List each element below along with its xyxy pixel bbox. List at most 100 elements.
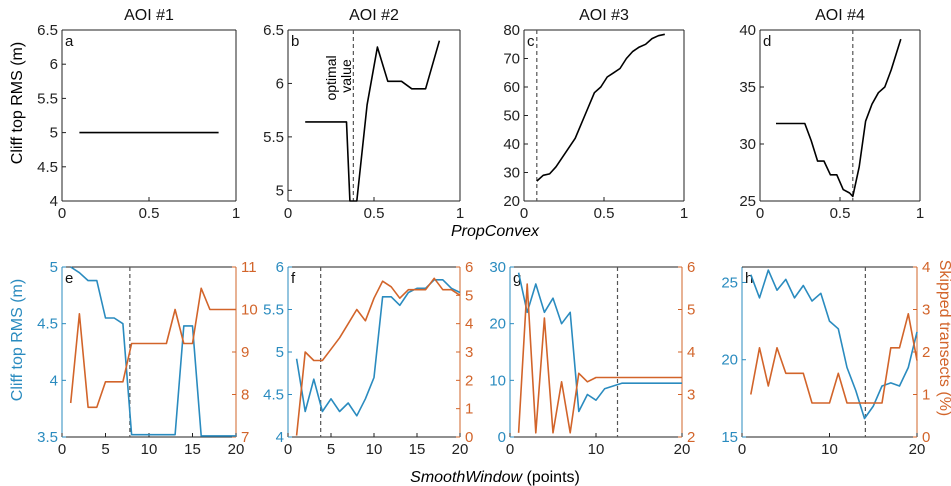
bottom-xlabel-italic: SmoothWindow	[410, 469, 523, 486]
y2-tick-label-g: 2	[687, 429, 695, 446]
panel-e: 0 5 10 15 20 3.5 4 4.5 5 7 8 9 10 11 e	[37, 259, 258, 458]
bottom-xlabel-units: (points)	[522, 469, 580, 486]
x-tick-label-a: 1	[232, 205, 240, 222]
x-tick-label-e: 5	[101, 441, 109, 458]
x-tick-label-a: 0	[58, 205, 66, 222]
x-tick-label-c: 0.5	[594, 205, 615, 222]
x-tick-label-g: 10	[588, 441, 605, 458]
x-tick-label-b: 1	[456, 205, 464, 222]
panel-letter-d: d	[763, 33, 771, 50]
y2-tick-label-e: 11	[241, 259, 257, 276]
y2-tick-label-e: 7	[241, 429, 249, 446]
y-tick-label-b: 5.5	[263, 129, 284, 146]
y-tick-label-c: 30	[503, 165, 520, 182]
y2-tick-label-g: 4	[687, 344, 695, 361]
panel-letter-b: b	[291, 33, 299, 50]
y-tick-label-g: 10	[489, 372, 506, 389]
y2-tick-label-f: 5	[465, 287, 473, 304]
panel-c: 0 0.5 1 20 30 40 50 60 70 80 AOI #3 c	[503, 7, 688, 222]
x-tick-label-g: 0	[506, 441, 514, 458]
x-tick-label-f: 10	[366, 441, 383, 458]
y-tick-label-d: 30	[739, 136, 756, 153]
x-tick-label-f: 5	[327, 441, 335, 458]
panel-title-c: AOI #3	[579, 7, 629, 24]
y2-tick-label-g: 6	[687, 259, 695, 276]
optimal-value-annotation: optimal value	[323, 51, 354, 100]
panel-title-a: AOI #1	[124, 7, 174, 24]
x-tick-label-d: 1	[916, 205, 924, 222]
y2-tick-label-h: 1	[922, 387, 930, 404]
bottom-ylabel-right: Skipped transects (%)	[936, 260, 951, 417]
panel-letter-g: g	[513, 270, 521, 287]
series-line-g-left	[517, 272, 682, 413]
x-tick-label-c: 0	[520, 205, 528, 222]
y-tick-label-a: 4.5	[37, 159, 58, 176]
y2-tick-label-f: 6	[465, 259, 473, 276]
bottom-ylabel-left: Cliff top RMS (m)	[9, 279, 26, 401]
x-tick-label-d: 0	[756, 205, 764, 222]
y-tick-label-d: 35	[739, 79, 756, 96]
y-tick-label-b: 5	[276, 182, 284, 199]
y-tick-label-c: 20	[503, 193, 520, 210]
series-line-b-main	[305, 40, 441, 202]
y2-tick-label-f: 3	[465, 344, 473, 361]
y2-tick-label-h: 3	[922, 302, 930, 319]
series-line-c-main	[536, 33, 665, 182]
y-tick-label-c: 60	[503, 79, 520, 96]
panel-a: 0 0.5 1 4 4.5 5 5.5 6 6.5 AOI #1 a	[37, 7, 240, 222]
y2-tick-label-g: 5	[687, 302, 695, 319]
panel-letter-h: h	[745, 270, 753, 287]
x-tick-label-e: 20	[228, 441, 245, 458]
panel-g: 0 10 20 0 10 20 30 2 3 4 5 6 g	[489, 259, 695, 458]
y-tick-label-f: 5.5	[263, 302, 284, 319]
x-tick-label-h: 20	[909, 441, 926, 458]
y-tick-label-f: 5	[276, 344, 284, 361]
panel-h: 0 10 20 15 20 25 0 1 2 3 4 h	[721, 259, 930, 458]
series-line-f-right	[295, 277, 461, 436]
panel-letter-c: c	[527, 33, 535, 50]
x-tick-label-f: 0	[284, 441, 292, 458]
panel-letter-e: e	[65, 270, 73, 287]
y-tick-label-e: 3.5	[37, 429, 58, 446]
panel-b: 0 0.5 1 5 5.5 6 6.5 AOI #2 b	[263, 7, 464, 222]
x-tick-label-a: 0.5	[139, 205, 160, 222]
y-tick-label-e: 5	[50, 259, 58, 276]
y2-tick-label-h: 4	[922, 259, 930, 276]
y-tick-label-h: 15	[721, 429, 738, 446]
annotation-line-2: value	[338, 59, 354, 93]
panel-d: 0 0.5 1 25 30 35 40 AOI #4 d	[739, 7, 924, 222]
y-tick-label-g: 0	[498, 429, 506, 446]
x-tick-label-d: 0.5	[830, 205, 851, 222]
y2-tick-label-h: 2	[922, 344, 930, 361]
panel-title-d: AOI #4	[815, 7, 865, 24]
y-tick-label-d: 40	[739, 22, 756, 39]
series-line-g-right	[517, 283, 682, 434]
y-tick-label-c: 80	[503, 22, 520, 39]
x-tick-label-e: 10	[141, 441, 158, 458]
top-ylabel: Cliff top RMS (m)	[9, 42, 26, 164]
series-line-h-right	[750, 312, 918, 404]
y-tick-label-d: 25	[739, 193, 756, 210]
y-tick-label-a: 6	[50, 56, 58, 73]
x-tick-label-f: 20	[452, 441, 469, 458]
series-line-d-main	[776, 38, 902, 198]
y-tick-label-b: 6.5	[263, 22, 284, 39]
y2-tick-label-f: 0	[465, 429, 473, 446]
y-tick-label-e: 4	[50, 372, 58, 389]
y-tick-label-c: 70	[503, 51, 520, 68]
x-tick-label-h: 10	[821, 441, 838, 458]
y2-tick-label-f: 2	[465, 372, 473, 389]
panel-letter-f: f	[291, 270, 296, 287]
series-line-e-left	[70, 266, 236, 437]
y2-tick-label-e: 8	[241, 387, 249, 404]
y-tick-label-a: 4	[50, 193, 58, 210]
y-tick-label-g: 30	[489, 259, 506, 276]
y-tick-label-h: 20	[721, 352, 738, 369]
y2-tick-label-e: 9	[241, 344, 249, 361]
x-tick-label-h: 0	[738, 441, 746, 458]
panel-letter-a: a	[65, 33, 74, 50]
top-xlabel: PropConvex	[451, 223, 540, 240]
y-tick-label-f: 6	[276, 259, 284, 276]
y-tick-label-c: 40	[503, 136, 520, 153]
